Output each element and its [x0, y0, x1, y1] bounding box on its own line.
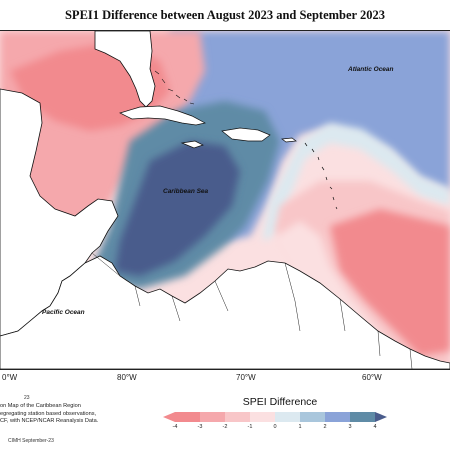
map-title: SPEI1 Difference between August 2023 and… — [64, 8, 385, 22]
legend-swatch — [175, 412, 201, 422]
longitude-label: 0°W — [2, 373, 18, 382]
legend-tick-label: -4 — [172, 424, 178, 430]
land-bahamas — [154, 70, 195, 105]
legend-swatch — [300, 412, 326, 422]
country-borders — [91, 252, 413, 369]
land-lesser-antilles — [304, 142, 338, 210]
legend-tick-label: -2 — [222, 424, 228, 430]
contour-atlantic-pale — [262, 123, 450, 241]
legend-tick-label: 1 — [298, 424, 302, 430]
legend-swatch — [225, 412, 251, 422]
color-legend — [163, 412, 387, 422]
credit-text: CIMH September-23 — [8, 438, 54, 444]
legend-tick-label: -3 — [197, 424, 203, 430]
land-cuba — [119, 105, 206, 126]
footnote-number: 23 — [24, 395, 30, 401]
legend-tick-label: 0 — [273, 424, 277, 430]
atlantic-ocean-label: Atlantic Ocean — [347, 66, 394, 73]
pacific-ocean-label: Pacific Ocean — [42, 309, 85, 316]
spei-difference-map: Atlantic Ocean Caribbean Sea Pacific Oce… — [0, 31, 450, 369]
legend-tick-label: 2 — [323, 424, 327, 430]
caption-line: CF, with NCEP/NCAR Reanalysis Data. — [0, 418, 99, 424]
legend-swatch — [350, 412, 376, 422]
contour-caribbean-navy — [115, 141, 240, 276]
legend-tick-label: 4 — [373, 424, 377, 430]
land-puerto-rico — [281, 137, 297, 143]
caribbean-sea-label: Caribbean Sea — [163, 188, 209, 195]
longitude-label: 60°W — [362, 373, 382, 382]
longitude-label: 70°W — [236, 373, 256, 382]
caption-line: egregating station based observations, — [0, 410, 97, 417]
contour-southeast-red — [330, 209, 450, 356]
land-florida — [94, 31, 156, 108]
legend-arrow-low — [163, 412, 175, 422]
legend-swatch — [200, 412, 226, 422]
caption-line: on Map of the Caribbean Region — [0, 403, 81, 409]
legend-swatch — [325, 412, 351, 422]
land-jamaica — [180, 140, 204, 149]
legend-tick-label: -1 — [247, 424, 253, 430]
legend-swatch — [275, 412, 301, 422]
legend-swatch — [250, 412, 276, 422]
longitude-label: 80°W — [117, 373, 137, 382]
map-panel: Atlantic Ocean Caribbean Sea Pacific Oce… — [0, 30, 450, 370]
legend-arrow-high — [375, 412, 387, 422]
land-hispaniola — [221, 127, 271, 142]
legend-tick-label: 3 — [348, 424, 352, 430]
legend-title: SPEI Difference — [242, 396, 318, 408]
map-caption: on Map of the Caribbean Region egregatin… — [0, 403, 120, 426]
